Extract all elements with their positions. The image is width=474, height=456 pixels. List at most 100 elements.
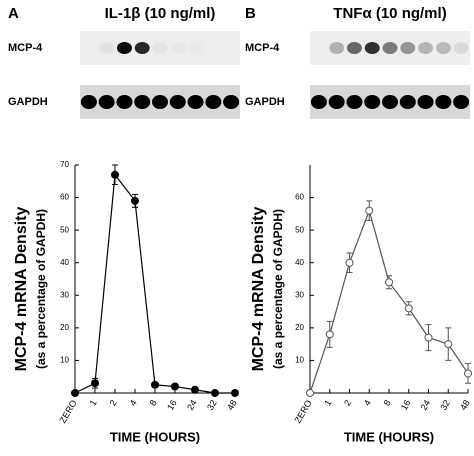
x-tick-label: 4 [362,398,373,407]
y-tick-label: 50 [60,225,69,234]
x-tick-label: 2 [108,398,119,407]
x-tick-label: 16 [165,398,179,412]
gapdh-band [205,95,222,109]
gapdh-band [310,95,327,109]
x-tick-label: 32 [205,398,219,412]
data-point [91,379,99,388]
mcp4-band [400,42,416,54]
y-tick-label: 10 [60,356,69,365]
blot-label: MCP-4 [8,42,43,54]
data-point [171,382,179,391]
x-tick-label: 8 [148,398,159,407]
data-point [385,278,393,287]
blot-strip [80,31,240,65]
data-point [231,389,239,397]
x-tick-label: 48 [225,398,239,412]
x-tick-label: 2 [342,398,353,407]
y-tick-label: 40 [60,258,69,267]
blot-strip [310,31,470,65]
mcp4-band [329,42,345,54]
y-tick-label: 50 [295,225,304,234]
mcp4-band [418,42,434,54]
data-point [191,385,199,394]
gapdh-band [169,95,186,109]
y-tick-label: 10 [295,356,304,365]
gapdh-band [399,95,416,109]
mcp4-band [382,42,398,54]
blot-label: GAPDH [245,96,285,108]
y-tick-label: 30 [295,290,304,299]
data-point [131,196,139,205]
data-point [111,170,119,179]
mcp4-band [364,42,380,54]
y-axis-subtitle: (as a percentage of GAPDH) [34,209,48,369]
y-tick-label: 20 [295,323,304,332]
x-tick-label: 8 [382,398,393,407]
panel-label: A [8,5,19,22]
data-point [211,389,219,397]
mcp4-band [188,42,203,54]
treatment-label: IL-1β (10 ng/ml) [105,5,216,22]
gapdh-band [223,95,240,109]
gapdh-band [187,95,204,109]
gapdh-band [134,95,151,109]
mcp4-band [224,42,239,54]
gapdh-band [116,95,133,109]
treatment-label: TNFα (10 ng/ml) [333,5,446,22]
blot-label: MCP-4 [245,42,280,54]
data-point [365,206,374,215]
x-tick-label: ZERO [58,398,79,425]
mcp4-band [206,42,221,54]
y-tick-label: 60 [295,193,304,202]
data-point [151,380,159,389]
x-tick-label: 1 [322,398,333,407]
mcp4-band [453,42,469,54]
data-line [74,173,235,394]
mcp4-band [134,42,150,54]
gapdh-band [346,95,363,109]
data-point [464,369,472,378]
x-tick-label: 24 [185,398,199,412]
x-tick-label: 1 [88,398,99,407]
gapdh-band [152,95,168,109]
mcp4-band [346,42,362,54]
mcp4-band [81,42,96,54]
mcp4-band [116,42,132,54]
data-point [71,389,79,397]
y-tick-label: 40 [295,258,304,267]
gapdh-band [80,95,97,109]
data-point [424,333,433,342]
panel-label: B [245,5,256,22]
data-point [404,304,413,313]
data-point [345,258,354,267]
y-tick-label: 30 [60,290,69,299]
blot-label: GAPDH [8,96,48,108]
mcp4-band [435,42,451,54]
x-tick-label: 24 [419,398,433,412]
x-axis-title: TIME (HOURS) [110,429,200,444]
gapdh-band [328,95,345,109]
data-point [444,340,453,349]
mcp4-band [153,42,168,54]
mcp4-band [170,42,185,54]
mcp4-band [311,42,326,54]
gapdh-band [417,95,434,109]
x-tick-label: 32 [438,398,452,412]
y-axis-title: MCP-4 mRNA Density [13,207,30,372]
y-axis-title: MCP-4 mRNA Density [250,207,267,372]
data-line [309,208,469,394]
mcp4-band [99,42,115,54]
y-tick-label: 20 [60,323,69,332]
y-axis-subtitle: (as a percentage of GAPDH) [271,209,285,369]
data-point [306,389,314,397]
x-tick-label: 4 [128,398,139,407]
x-axis-title: TIME (HOURS) [344,429,434,444]
x-tick-label: 48 [458,398,472,412]
gapdh-band [382,95,398,109]
gapdh-band [435,95,452,109]
gapdh-band [364,95,381,109]
x-tick-label: ZERO [293,398,314,425]
data-point [325,330,334,339]
y-tick-label: 60 [60,193,69,202]
